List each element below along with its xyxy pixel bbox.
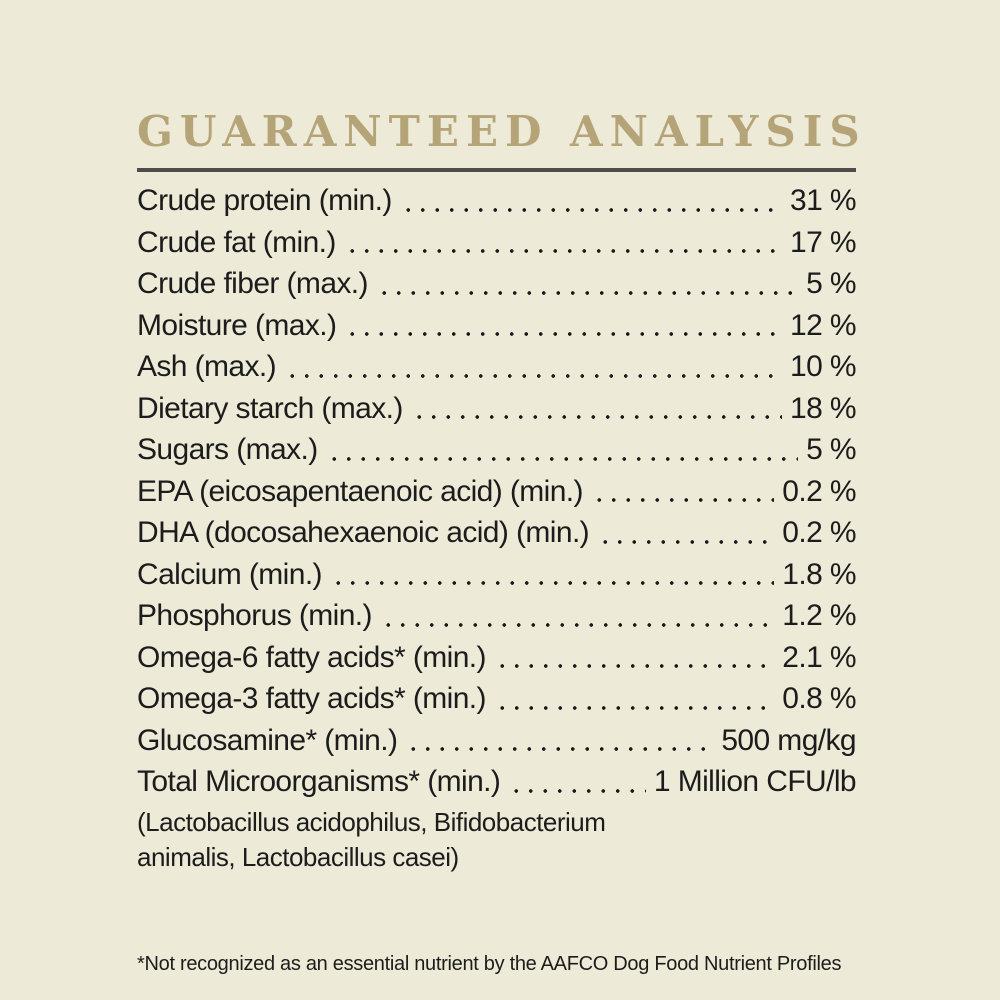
analysis-row: Phosphorus (min.) 1.2 % bbox=[137, 595, 857, 637]
dot-leader bbox=[406, 747, 714, 751]
nutrient-label: DHA (docosahexaenoic acid) (min.) bbox=[137, 516, 590, 549]
dot-leader bbox=[344, 249, 783, 253]
dot-leader bbox=[509, 788, 646, 793]
dot-leader bbox=[376, 290, 799, 295]
guaranteed-analysis-panel: GUARANTEED ANALYSIS Crude protein (min.)… bbox=[137, 107, 867, 875]
nutrient-value: 2.1 % bbox=[782, 640, 856, 674]
dot-leader bbox=[345, 332, 783, 336]
analysis-row: Glucosamine* (min.) 500 mg/kg bbox=[137, 720, 857, 762]
analysis-row: Sugars (max.) 5 % bbox=[137, 429, 857, 471]
analysis-row: Ash (max.) 10 % bbox=[137, 346, 857, 388]
nutrient-label: Calcium (min.) bbox=[137, 557, 323, 591]
analysis-row: Moisture (max.) 12 % bbox=[137, 305, 857, 347]
dot-leader bbox=[494, 664, 775, 668]
microorganisms-note-line-1: (Lactobacillus acidophilus, Bifidobacter… bbox=[137, 806, 606, 837]
analysis-row: Dietary starch (max.) 18 % bbox=[137, 388, 857, 430]
nutrient-value: 0.2 % bbox=[782, 474, 856, 508]
analysis-row: DHA (docosahexaenoic acid) (min.) 0.2 % bbox=[137, 512, 857, 554]
aafco-footnote: *Not recognized as an essential nutrient… bbox=[137, 953, 842, 975]
analysis-row: Crude fiber (max.) 5 % bbox=[137, 263, 857, 305]
nutrient-label: Omega-3 fatty acids* (min.) bbox=[137, 682, 487, 715]
analysis-row: Crude fat (min.) 17 % bbox=[137, 222, 857, 264]
nutrient-value: 1.2 % bbox=[782, 599, 856, 632]
title-divider bbox=[137, 168, 856, 172]
analysis-row: Calcium (min.) 1.8 % bbox=[137, 554, 857, 596]
dot-leader bbox=[380, 622, 775, 627]
nutrient-value: 18 % bbox=[790, 391, 857, 425]
dot-leader bbox=[411, 415, 783, 419]
dot-leader bbox=[494, 705, 775, 710]
nutrient-label: Sugars (max.) bbox=[137, 433, 318, 466]
dot-leader bbox=[326, 456, 799, 461]
analysis-row: Omega-6 fatty acids* (min.) 2.1 % bbox=[137, 637, 857, 679]
analysis-row: Omega-3 fatty acids* (min.) 0.8 % bbox=[137, 678, 857, 720]
nutrient-value: 0.8 % bbox=[782, 682, 856, 715]
analysis-row: Total Microorganisms* (min.) 1 Million C… bbox=[137, 761, 857, 803]
dot-leader bbox=[598, 539, 775, 544]
nutrient-value: 5 % bbox=[806, 433, 857, 466]
nutrient-value: 12 % bbox=[790, 308, 857, 342]
analysis-table: Crude protein (min.) 31 % Crude fat (min… bbox=[137, 180, 857, 803]
nutrient-label: Glucosamine* (min.) bbox=[137, 723, 398, 757]
nutrient-label: Moisture (max.) bbox=[137, 308, 337, 342]
nutrient-value: 17 % bbox=[790, 225, 857, 259]
nutrient-label: Total Microorganisms* (min.) bbox=[137, 765, 501, 798]
nutrient-label: Dietary starch (max.) bbox=[137, 391, 403, 425]
nutrient-value: 10 % bbox=[790, 350, 857, 383]
microorganisms-note-line-2: animalis, Lactobacillus casei) bbox=[137, 841, 459, 872]
nutrient-value: 500 mg/kg bbox=[721, 723, 856, 757]
nutrient-label: Crude protein (min.) bbox=[137, 184, 392, 217]
dot-leader bbox=[330, 581, 775, 585]
nutrient-label: Phosphorus (min.) bbox=[137, 599, 373, 632]
panel-title: GUARANTEED ANALYSIS bbox=[137, 107, 867, 156]
nutrient-label: Crude fiber (max.) bbox=[137, 267, 369, 300]
nutrient-label: Crude fat (min.) bbox=[137, 225, 336, 259]
nutrient-label: EPA (eicosapentaenoic acid) (min.) bbox=[137, 474, 584, 508]
nutrient-label: Omega-6 fatty acids* (min.) bbox=[137, 640, 487, 674]
nutrient-value: 0.2 % bbox=[782, 516, 856, 549]
nutrient-value: 5 % bbox=[806, 267, 857, 300]
analysis-row: EPA (eicosapentaenoic acid) (min.) 0.2 % bbox=[137, 471, 857, 513]
dot-leader bbox=[400, 207, 783, 212]
dot-leader bbox=[591, 498, 775, 502]
nutrient-label: Ash (max.) bbox=[137, 350, 277, 383]
nutrient-value: 31 % bbox=[790, 184, 857, 217]
microorganisms-note: (Lactobacillus acidophilus, Bifidobacter… bbox=[137, 805, 856, 875]
nutrient-value: 1.8 % bbox=[782, 557, 856, 591]
analysis-row: Crude protein (min.) 31 % bbox=[137, 180, 857, 222]
nutrient-value: 1 Million CFU/lb bbox=[653, 765, 857, 798]
dot-leader bbox=[285, 373, 783, 378]
